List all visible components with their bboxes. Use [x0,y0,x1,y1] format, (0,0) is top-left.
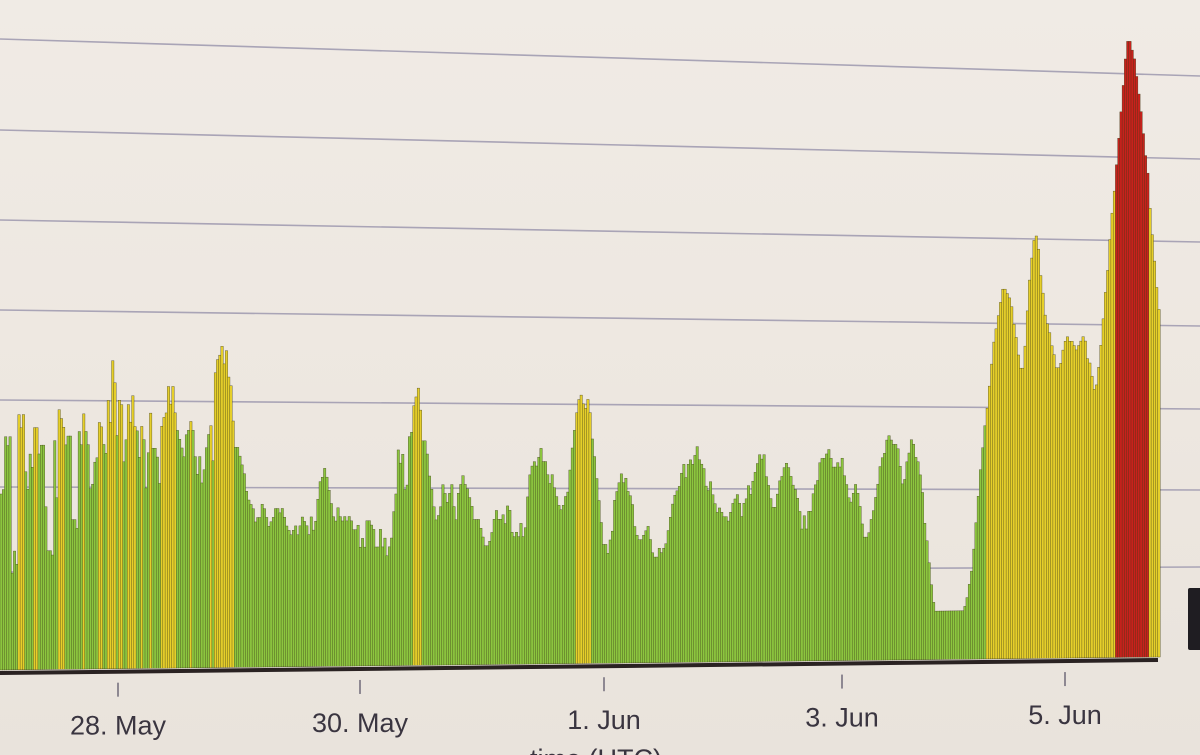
x-axis-line [0,658,1159,675]
bars [0,41,1161,671]
x-axis-title: time (UTC) [530,744,662,755]
y-gridline [0,219,1200,243]
x-tick-label: 5. Jun [1028,700,1102,730]
x-axis: 28. May 30. May 1. Jun 3. Jun 5. Jun time (UT… [0,658,1159,755]
y-gridline [0,38,1200,77]
y-gridline [0,129,1200,160]
y-gridline [0,309,1200,327]
x-tick-label: 3. Jun [805,703,879,733]
x-tick-label: 30. May [312,708,409,738]
x-tick-label: 28. May [70,711,167,741]
x-tick-label: 1. Jun [567,705,641,735]
bar [8,436,12,671]
bar [1157,309,1161,658]
scrollbar-handle[interactable] [1188,588,1200,650]
